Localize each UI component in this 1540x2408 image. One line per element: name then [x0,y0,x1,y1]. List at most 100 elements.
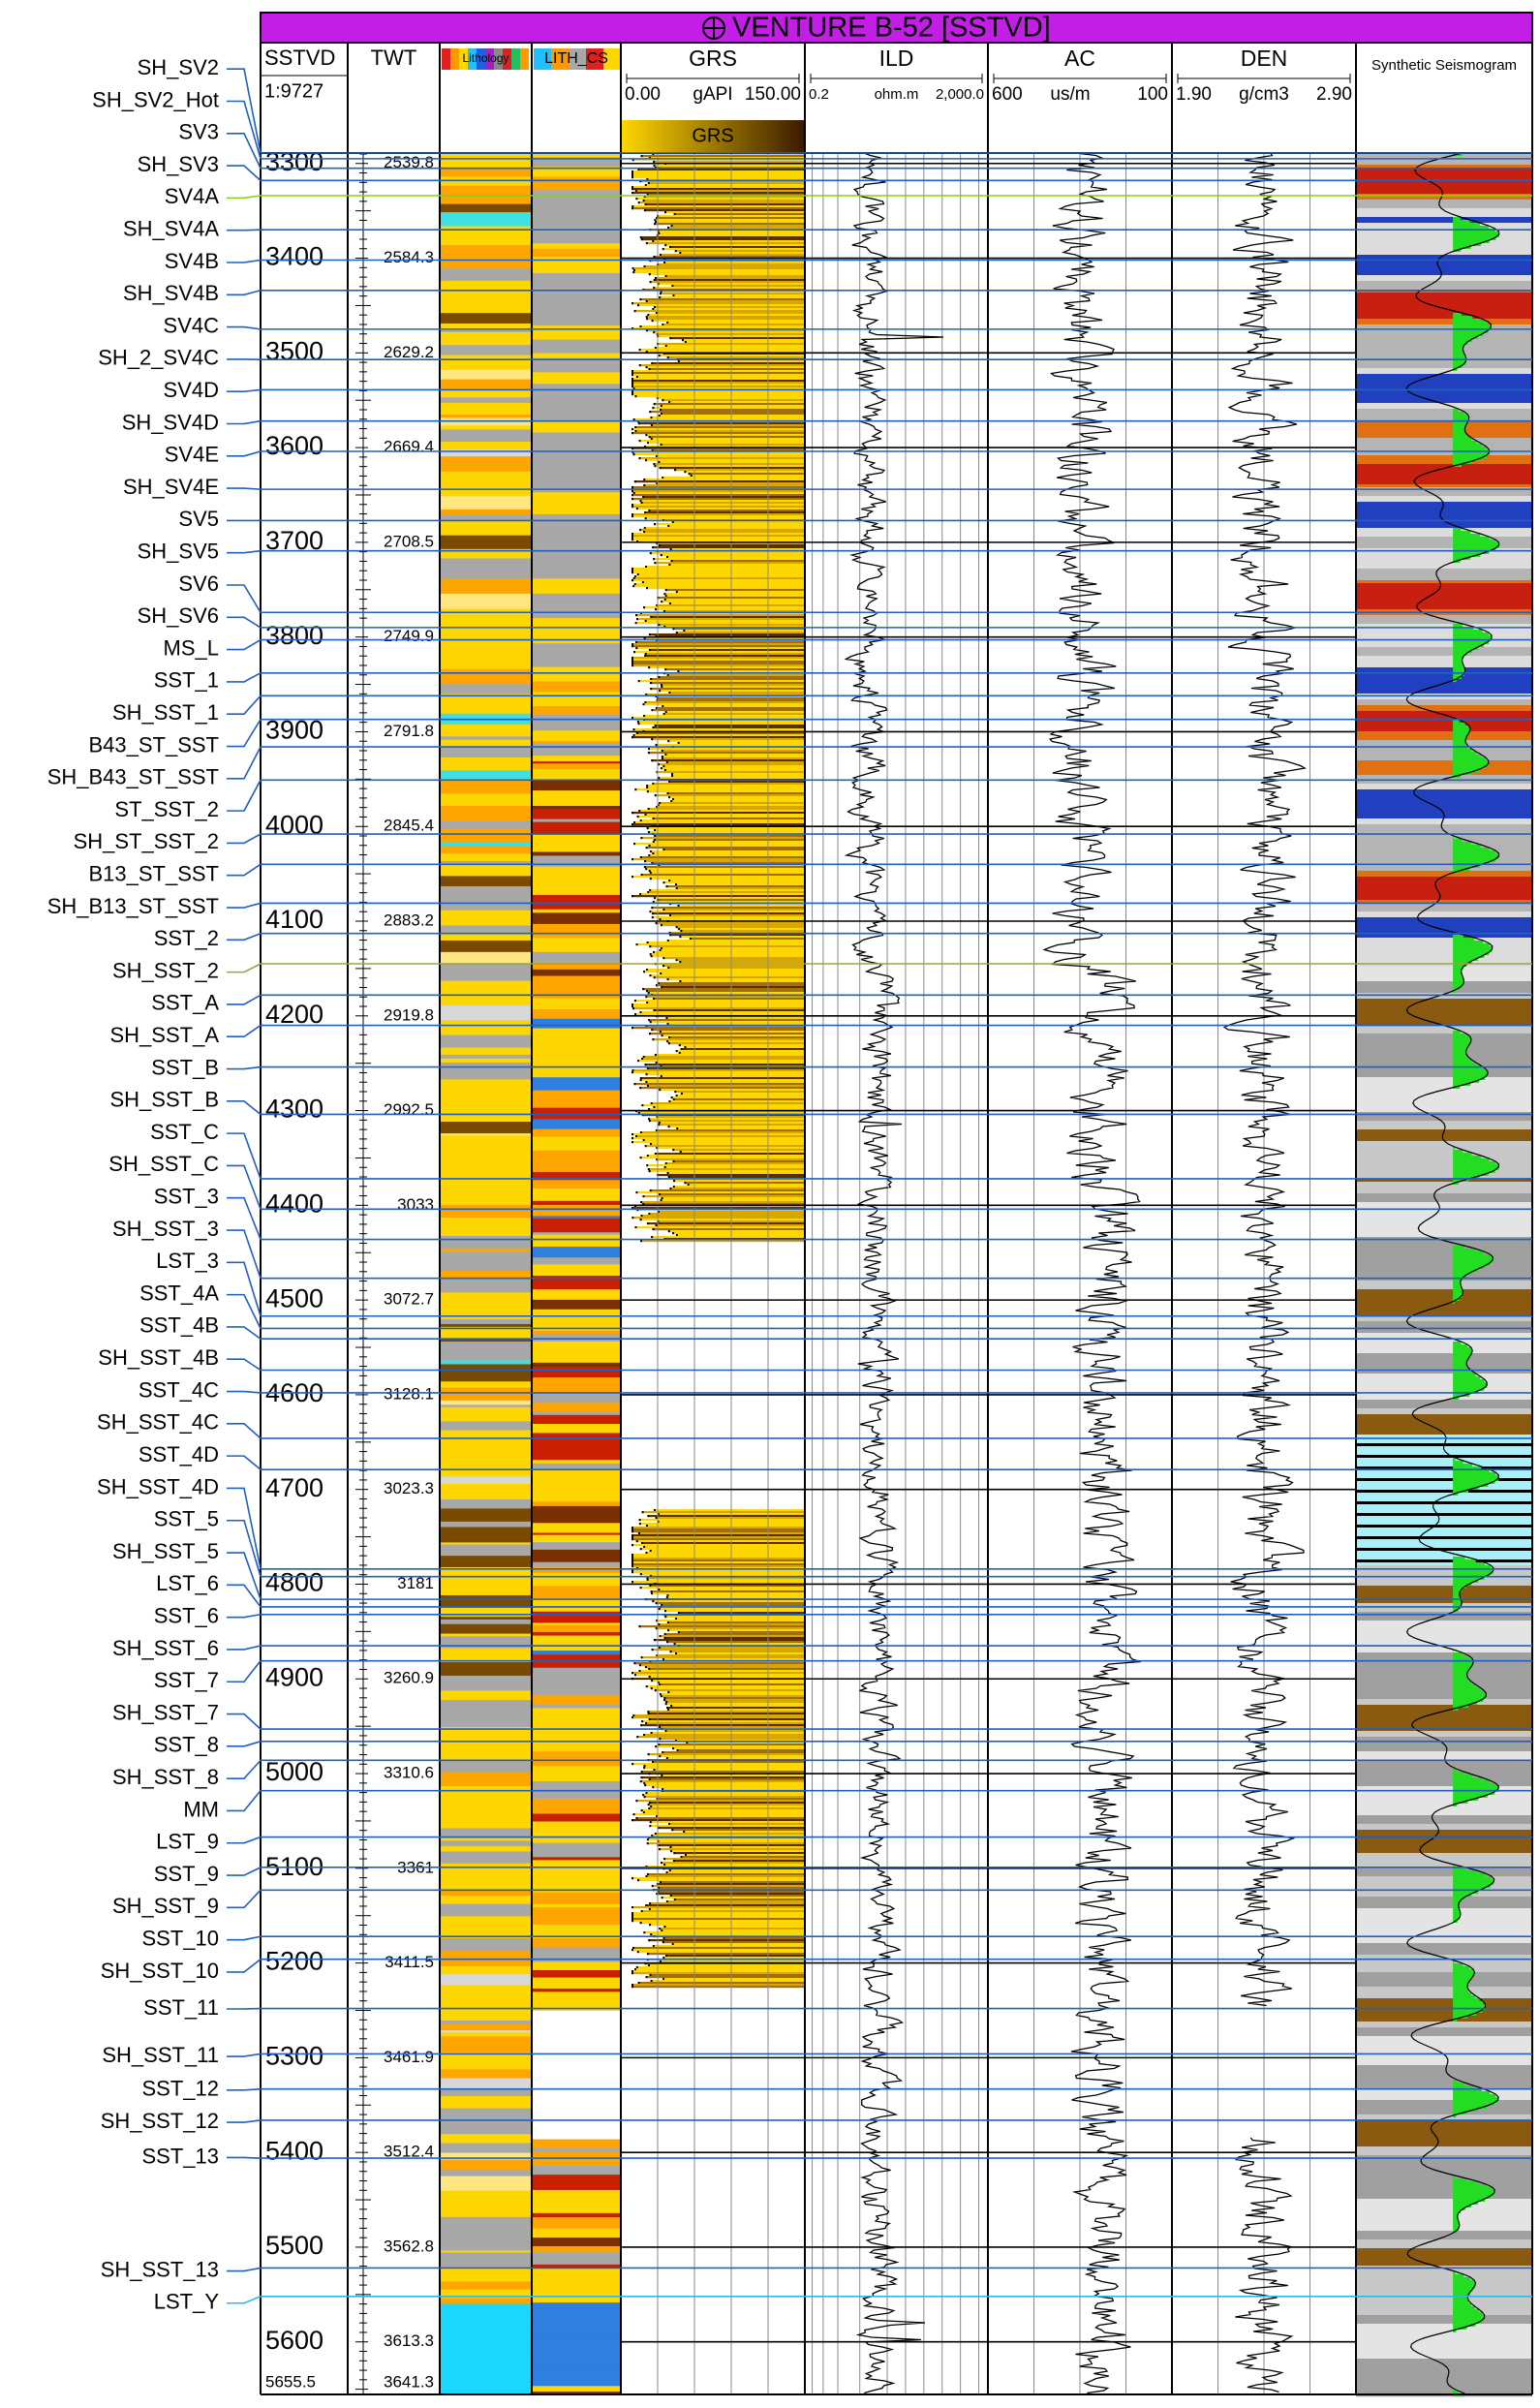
formation-top-label: SH_SST_1 [112,700,219,725]
grs-curve-seg [635,1191,637,1193]
lithology-band [532,1668,622,1683]
grs-fill [662,947,805,949]
lithology-band [440,1205,532,1219]
lithology-band [532,999,622,1010]
grs-fill [660,1647,805,1649]
seismic-band [1356,1716,1532,1719]
grs-curve-seg [673,1186,675,1188]
lithology-band [440,1381,532,1388]
grs-fill [652,1687,805,1689]
grs-fill [647,366,805,368]
lithology-band [440,2079,532,2089]
seismic-positive [1453,426,1465,429]
seismic-positive [1453,2083,1464,2085]
lithology-band [440,656,532,669]
lithology-band [440,1608,532,1618]
grs-fill [672,1096,805,1098]
seismic-band [1356,2010,1532,2013]
seismic-positive [1453,1150,1463,1153]
grs-fill [649,808,805,810]
grs-curve-seg [643,1811,645,1813]
seismic-band [1356,787,1532,789]
seismic-band [1356,1853,1532,1856]
grs-curve-seg [660,1881,662,1883]
grs-fill [669,692,805,694]
grs-curve-seg [643,1546,645,1548]
seismic-band [1356,484,1532,487]
grs-fill [642,238,805,240]
lithology-band [532,492,622,508]
grs-fill [678,1749,805,1751]
seismic-band [1356,1228,1532,1231]
seismic-positive [1453,2091,1490,2094]
seismic-band [1356,1269,1532,1272]
grs-curve-seg [684,1046,686,1048]
seismic-band [1356,728,1532,731]
grs-fill [632,657,805,659]
grs-curve-seg [631,570,633,571]
formation-top-label: SST_3 [154,1185,219,1209]
seismic-band [1356,1987,1532,1990]
lithology-band [440,886,532,896]
grs-fill [671,1705,805,1707]
seismic-band [1356,656,1532,659]
seismic-band [1356,2321,1532,2324]
grs-fill [673,1149,805,1151]
grs-curve-seg [646,1525,648,1527]
grs-curve-seg [660,254,662,256]
grs-curve-seg [679,1044,681,1046]
seismic-band [1356,444,1532,447]
seismic-band [1356,339,1532,342]
grs-fill [655,219,805,221]
seismic-positive [1453,943,1490,946]
lith-header: Lithology [462,51,508,65]
grs-fill [647,1073,805,1075]
seismic-band [1356,1725,1532,1728]
top-connector [227,964,261,972]
seismic-positive [1453,1359,1468,1362]
grs-curve-seg [647,1579,649,1581]
grs-curve-seg [639,364,641,366]
grs-curve-seg [668,880,670,881]
seismic-band [1356,926,1532,929]
seismic-band [1356,1690,1532,1693]
seismic-positive [1453,452,1490,455]
seismic-band [1356,595,1532,598]
grs-curve-seg [665,711,667,713]
grs-curve-seg [670,1850,672,1852]
seismic-positive [1453,2184,1486,2187]
grs-curve-seg [639,349,641,351]
seismic-positive [1453,737,1466,740]
seismic-band [1356,1641,1532,1644]
lithology-band [440,1896,532,1904]
seismic-band [1356,1164,1532,1167]
seismic-band [1356,1719,1532,1722]
grs-fill [652,709,805,711]
lithology-band [440,2021,532,2024]
grs-fill [668,356,805,358]
top-connector [227,1230,261,1279]
grs-curve-seg [631,207,633,209]
lithology-band [440,1985,532,1991]
grs-fill [648,1842,805,1844]
seismic-band [1356,1687,1532,1690]
grs-curve-seg [691,475,693,477]
grs-fill [663,1978,805,1980]
grs-curve-seg [631,736,633,738]
grs-fill [639,723,805,725]
grs-fill [651,616,805,618]
grs-curve-seg [632,267,634,269]
grs-curve-seg [678,1612,680,1614]
grs-fill [672,773,805,775]
grs-fill [660,1193,805,1195]
lithology-band [440,1508,532,1522]
grs-fill [647,318,805,320]
seismic-band [1356,781,1532,784]
grs-fill [637,732,805,734]
seismic-positive [1453,540,1495,542]
lithology-band [532,1476,622,1489]
grs-curve-seg [650,1021,652,1023]
grs-fill [632,717,805,719]
grs-fill [632,1561,805,1563]
seismic-band [1356,1490,1532,1493]
